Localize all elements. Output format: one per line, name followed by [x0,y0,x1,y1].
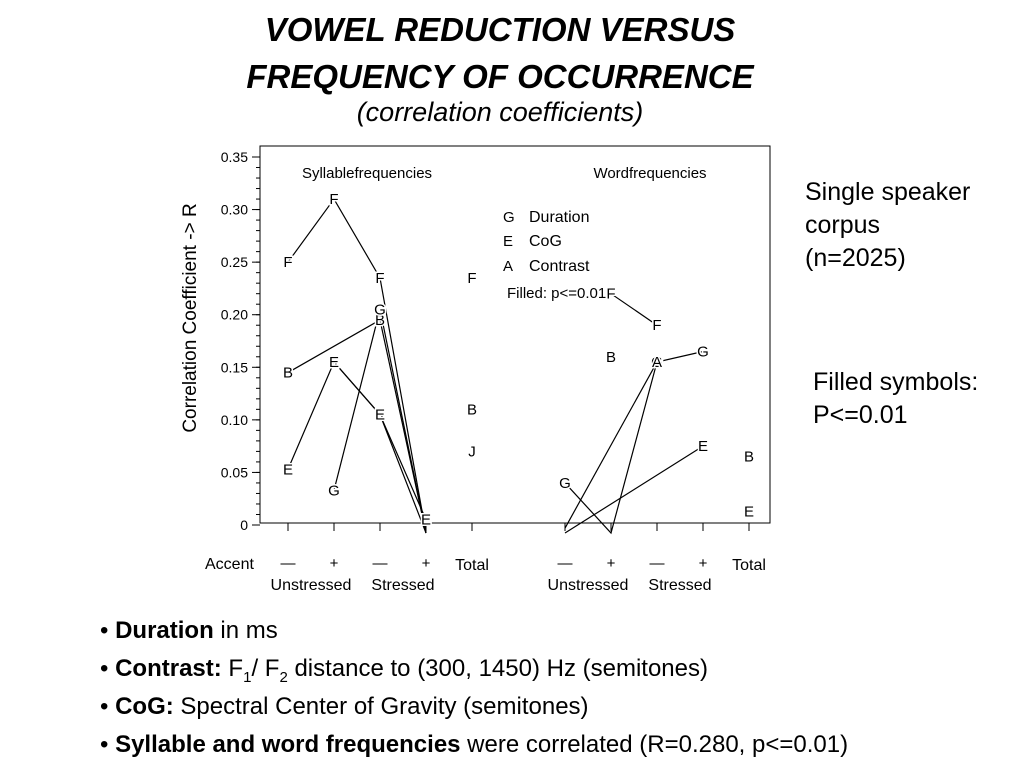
series-line-g [564,350,704,535]
data-point-j: J [330,354,338,371]
data-point-b: B [467,401,477,418]
bullet-bold: Contrast: [115,655,222,682]
corpus-note: Single speaker corpus (n=2025) [805,176,970,275]
data-point-g: G [559,475,571,492]
data-point-e: E [283,461,293,478]
data-point-g: G [651,354,663,371]
y-tick-label: 0.35 [221,149,248,165]
slide-title-line-1: VOWEL REDUCTION VERSUS [264,11,736,48]
legend-label: Contrast [529,258,590,275]
data-point-j: J [376,407,384,424]
data-point-g: G [374,301,386,318]
x-tick-label: — [281,555,296,572]
bullet-item: • Syllable and word frequencies were cor… [100,731,849,758]
legend-symbol: E [503,233,513,250]
stress-group-label: Stressed [371,577,434,594]
legend-symbol: G [503,209,515,226]
data-point-f: F [652,317,661,334]
bullet-item: • CoG: Spectral Center of Gravity (semit… [100,693,589,720]
y-tick-label: 0.25 [221,254,248,270]
data-point-f: F [283,254,292,271]
data-point-a: A [652,354,662,371]
y-tick-label: 0.15 [221,359,248,375]
y-axis-label: Correlation Coefficient -> R [180,203,201,432]
panel-label: Syllablefrequencies [302,165,432,182]
bullet-subscript: 1 [243,668,252,686]
series-line-b [287,319,427,534]
x-tick-label: — [373,555,388,572]
x-tick-label: + [699,555,708,572]
data-point-b: B [375,312,385,329]
stress-group-label: Unstressed [271,577,352,594]
series-line-f [610,293,658,326]
series-line-f [287,197,427,534]
bullet-text: were correlated (R=0.280, p<=0.01) [460,731,849,758]
slide-subtitle: (correlation coefficients) [356,97,644,127]
filled-note-line: Filled symbols: [813,368,979,396]
y-tick-label: 0.10 [221,412,248,428]
data-point-e: E [375,407,385,424]
legend-symbol: A [503,258,513,275]
filled-note-line: P<=0.01 [813,401,908,429]
series-line-a [564,361,658,529]
filled-symbols-note: Filled symbols: P<=0.01 [813,366,978,432]
bullet-text: F [228,655,244,682]
x-tick-label: Total [732,557,766,574]
data-point-e: E [744,503,754,520]
data-point-e: E [698,438,708,455]
bullet-bold: CoG: [115,693,174,720]
data-point-e: E [421,512,431,529]
bullet-text: distance to (300, 1450) Hz (semitones) [287,655,708,682]
bullet-item: • Contrast: F1/ F2 distance to (300, 145… [100,655,708,686]
legend-label: Duration [529,209,589,226]
data-point-b: B [283,365,293,382]
series-line-j [333,361,427,534]
data-point-b: B [744,449,754,466]
bullet-text: / F [251,655,280,682]
x-tick-label: Total [455,557,489,574]
data-point-g: G [328,482,340,499]
data-point-j: J [468,443,476,460]
bullet-subscript: 2 [279,668,288,686]
x-axis-title: Accent [205,556,254,573]
y-tick-label: 0.05 [221,464,248,480]
y-tick-label: 0 [240,517,248,533]
data-point-f: F [375,270,384,287]
data-point-b: B [606,349,616,366]
series-line-g [333,309,427,534]
bullet-list: • Duration in ms • Contrast: F1/ F2 dist… [100,612,848,764]
plot-frame [259,145,771,524]
data-point-f: F [329,191,338,208]
legend-label: CoG [529,233,562,250]
x-tick-label: + [330,555,339,572]
y-tick-label: 0.30 [221,202,248,218]
slide-title-line-2: FREQUENCY OF OCCURRENCE [246,58,754,95]
x-tick-label: — [650,555,665,572]
data-point-f: F [467,270,476,287]
series-line-e [287,360,427,520]
corpus-note-line: Single speaker [805,178,971,206]
panel-label: Wordfrequencies [593,165,706,182]
data-point-f: F [606,286,615,303]
x-tick-label: — [558,555,573,572]
bullet-item: • Duration in ms [100,617,278,644]
bullet-text: Spectral Center of Gravity (semitones) [173,693,589,720]
x-tick-label: + [607,555,616,572]
data-point-e: E [329,354,339,371]
corpus-note-line: (n=2025) [805,244,906,272]
corpus-note-line: corpus [805,211,881,239]
stress-group-label: Stressed [648,577,711,594]
series-line-e [564,445,704,534]
data-point-g: G [697,344,709,361]
bullet-text: in ms [213,617,278,644]
bullet-bold: Duration [115,617,214,644]
y-tick-label: 0.20 [221,307,248,323]
legend-note: Filled: p<=0.01 [507,285,606,302]
bullet-bold: Syllable and word frequencies [115,731,461,758]
stress-group-label: Unstressed [548,577,629,594]
x-tick-label: + [422,555,431,572]
